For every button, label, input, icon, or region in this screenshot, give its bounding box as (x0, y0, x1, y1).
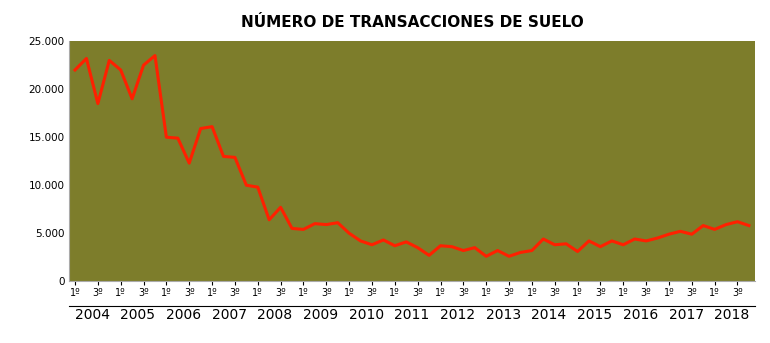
Title: NÚMERO DE TRANSACCIONES DE SUELO: NÚMERO DE TRANSACCIONES DE SUELO (240, 15, 584, 30)
